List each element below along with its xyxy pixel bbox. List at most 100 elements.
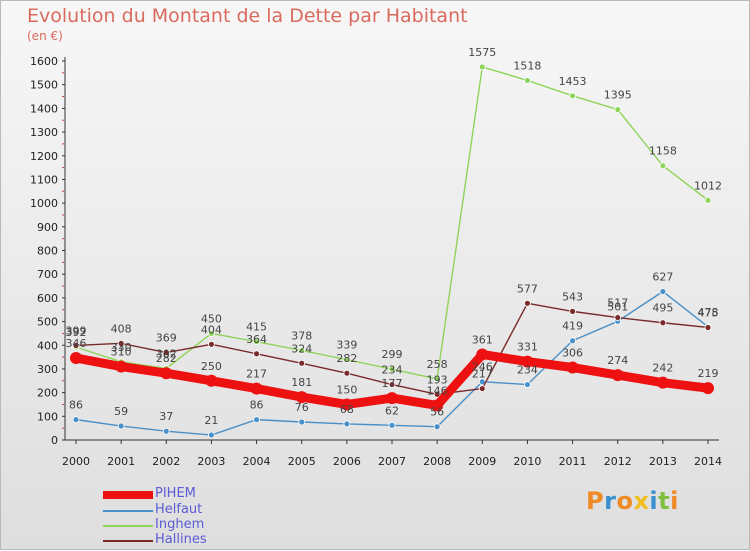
data-label-pihem: 219 [698,367,719,380]
chart-title: Evolution du Montant de la Dette par Hab… [27,5,468,27]
data-label-hallines: 217 [472,368,493,381]
data-point-hallines [659,319,667,327]
data-label-helfaut: 76 [295,401,309,414]
logo-letter: o [616,487,634,515]
data-point-inghem [298,347,306,354]
legend-swatch-hallines [103,539,153,542]
data-point-helfaut [388,421,396,429]
y-tick-label: 1200 [30,150,58,163]
y-tick-label: 400 [37,339,58,352]
data-label-inghem: 450 [201,312,222,325]
data-label-pihem: 217 [246,368,267,381]
data-label-hallines: 475 [698,306,719,319]
data-point-hallines [704,324,712,331]
data-point-helfaut [162,427,170,435]
data-point-hallines [117,339,125,347]
data-label-pihem: 331 [517,341,538,354]
data-label-inghem: 1158 [649,145,677,158]
data-label-helfaut: 68 [340,403,354,416]
data-point-pihem [160,367,173,380]
data-point-helfaut [433,423,441,431]
legend-item-inghem: Inghem [103,517,363,533]
y-tick-label: 1300 [30,126,58,139]
data-label-helfaut: 501 [607,300,628,313]
data-point-inghem [253,338,260,346]
y-tick-label: 600 [37,292,58,305]
data-label-hallines: 517 [607,297,628,310]
y-tick-label: 1600 [30,55,58,68]
data-label-inghem: 1518 [513,59,541,72]
x-tick-label: 2014 [694,455,722,468]
data-label-pihem: 181 [291,376,312,389]
y-tick-label: 200 [37,387,58,400]
data-point-inghem [388,365,396,373]
x-tick-label: 2000 [62,455,90,468]
data-label-pihem: 242 [652,362,673,375]
data-point-pihem [250,382,263,395]
data-point-inghem [704,196,712,204]
data-point-pihem [476,348,489,361]
data-label-helfaut: 86 [69,399,83,412]
data-label-inghem: 330 [111,341,132,354]
data-label-pihem: 282 [156,352,177,365]
data-label-inghem: 378 [291,329,312,342]
y-tick-label: 1000 [30,197,58,210]
data-label-inghem: 1453 [559,75,587,88]
data-label-inghem: 1395 [604,89,632,102]
x-tick-label: 2012 [604,455,632,468]
data-point-inghem [524,77,531,84]
data-label-pihem: 274 [607,354,628,367]
data-point-pihem [340,398,353,411]
legend-item-hallines: Hallines [103,532,363,548]
data-point-hallines [614,314,622,321]
data-label-helfaut: 627 [652,270,673,283]
data-point-helfaut [298,418,306,426]
data-label-inghem: 1012 [694,179,722,192]
data-point-pihem [205,374,218,387]
data-label-helfaut: 86 [250,399,264,412]
legend-label-pihem: PIHEM [155,486,196,501]
legend-swatch-pihem [103,490,153,499]
data-label-inghem: 302 [156,347,177,360]
data-point-pihem [702,382,714,395]
data-label-helfaut: 419 [562,320,583,333]
data-label-pihem: 146 [427,384,448,397]
chart-subtitle: (en €) [27,29,63,43]
data-label-pihem: 310 [111,346,132,359]
data-label-helfaut: 478 [698,306,719,319]
data-point-pihem [656,376,669,389]
x-tick-label: 2006 [333,455,361,468]
data-point-inghem [614,106,622,113]
y-tick-label: 1500 [30,79,58,92]
data-point-inghem [478,63,486,71]
data-label-helfaut: 21 [204,414,218,427]
data-label-hallines: 577 [517,282,538,295]
data-point-hallines [72,342,80,349]
legend-swatch-helfaut [103,509,153,512]
data-point-hallines [343,369,351,377]
data-label-hallines: 408 [111,322,132,335]
data-label-inghem: 258 [427,358,448,371]
data-point-inghem [343,356,351,364]
data-label-inghem: 415 [246,321,267,334]
data-label-pihem: 306 [562,347,583,360]
y-tick-label: 900 [37,221,58,234]
data-point-pihem [611,369,624,382]
logo-letter: r [604,487,617,515]
data-point-pihem [295,391,308,404]
data-label-hallines: 282 [336,352,357,365]
data-point-hallines [298,359,306,367]
data-point-helfaut [117,422,125,430]
data-label-pihem: 361 [472,333,493,346]
data-point-hallines [569,307,576,315]
data-point-hallines [433,390,441,398]
logo-letter: i [649,487,659,515]
y-tick-label: 800 [37,245,58,258]
logo-letter: i [670,487,679,515]
y-tick-label: 100 [37,410,58,423]
legend-label-helfaut: Helfaut [155,502,203,517]
logo-letter: t [658,487,671,515]
data-point-inghem [433,375,441,383]
x-tick-label: 2009 [468,455,496,468]
